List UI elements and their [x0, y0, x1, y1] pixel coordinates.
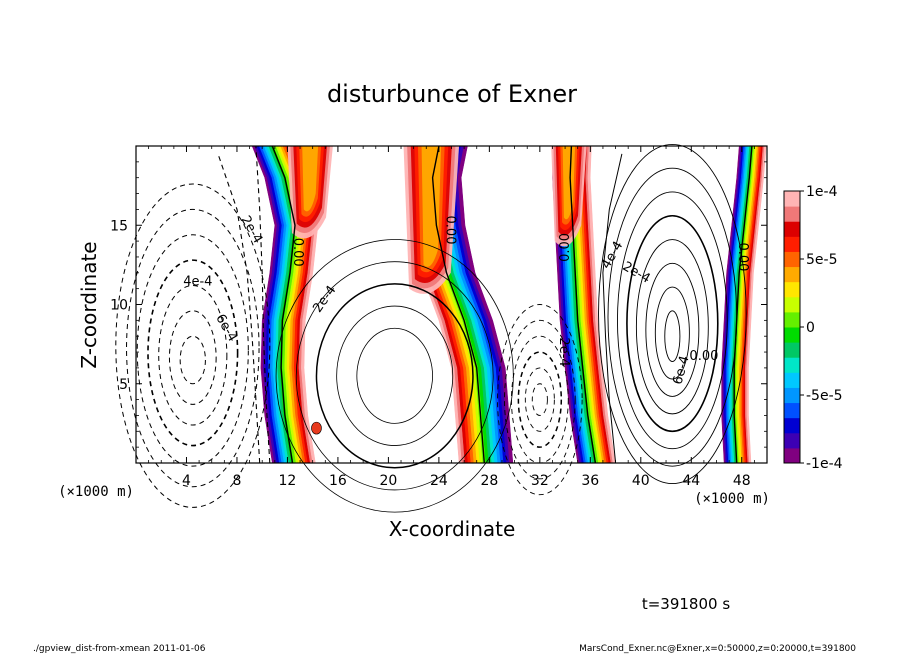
contour-line-negative	[517, 351, 563, 448]
contour-line-positive	[598, 143, 747, 485]
contour-line-negative	[524, 367, 555, 432]
contour-line-positive	[602, 153, 623, 464]
contour-label: 2e-4	[556, 337, 571, 366]
footer-right: MarsCond_Exner.nc@Exner,x=0:50000,z=0:20…	[579, 644, 856, 654]
contour-line-negative	[255, 145, 271, 464]
contour-line-negative	[497, 304, 583, 496]
contour-line-positive	[315, 283, 474, 469]
colorbar-tick-label: 1e-4	[806, 184, 838, 200]
x-tick-label: 4	[182, 473, 191, 489]
contour-line-positive	[645, 262, 700, 397]
color-blob	[311, 421, 322, 435]
contour-label: 0.00	[735, 242, 750, 271]
contour-line-positive	[356, 327, 433, 424]
x-tick-label: 32	[531, 473, 549, 489]
time-label: t=391800 s	[642, 595, 730, 613]
contour-labels: 2e-44e-46e-42e-40.000.000.00 0.002e-44e-4…	[183, 213, 750, 386]
contour-line-zero	[733, 145, 753, 464]
x-axis-label: X-coordinate	[389, 517, 516, 541]
chart-title: disturbunce of Exner	[327, 80, 577, 108]
contour-line-positive	[336, 305, 454, 446]
colorbar: 1e-4 5e-5 0 -5e-5 -1e-4	[783, 184, 843, 472]
y-tick-label: 15	[110, 218, 128, 234]
contour-line-negative	[217, 153, 261, 464]
contour-lines	[115, 143, 753, 513]
contour-line-negative	[168, 310, 217, 405]
colorbar-swatch	[784, 372, 800, 388]
x-tick-label: 16	[329, 473, 347, 489]
colorbar-swatch	[784, 447, 800, 464]
colorbar-swatch	[784, 266, 800, 283]
x-tick-label: 20	[379, 473, 397, 489]
colorbar-swatch	[784, 417, 800, 434]
contour-label: 0.00	[442, 216, 457, 245]
contour-line-zero	[569, 145, 597, 464]
colorbar-swatch	[784, 206, 800, 222]
y-unit-label: (×1000 m)	[58, 484, 134, 500]
y-tick-label: 5	[119, 377, 128, 393]
contour-line-negative	[136, 234, 249, 467]
colorbar-swatch	[784, 221, 800, 237]
colorbar-swatch	[784, 236, 800, 252]
colorbar-swatch	[784, 251, 800, 268]
contour-label: 4e-4	[183, 274, 212, 289]
contour-label: 0.00	[558, 233, 573, 262]
colorbar-swatch	[784, 357, 800, 373]
footer-left: ./gpview_dist-from-xmean 2011-01-06	[33, 644, 206, 654]
contour-line-negative	[158, 284, 228, 426]
contour-line-negative	[126, 208, 260, 488]
colorbar-tick-label: -5e-5	[806, 388, 843, 404]
colorbar-swatch	[784, 281, 800, 298]
contour-label: 0.00	[290, 238, 305, 267]
colorbar-swatch	[784, 327, 800, 343]
colorbar-tick-label: 0	[806, 320, 815, 336]
x-tick-label: 48	[733, 473, 751, 489]
contour-line-positive	[626, 214, 719, 433]
contour-label: 0.00	[689, 349, 718, 364]
colorbar-swatch	[784, 296, 800, 313]
contour-line-positive	[617, 191, 728, 450]
colorbar-swatch	[784, 387, 800, 404]
x-tick-label: 12	[279, 473, 297, 489]
x-unit-label: (×1000 m)	[694, 491, 770, 507]
y-axis-ticks: 5 10 15	[110, 161, 767, 448]
color-plume	[421, 146, 442, 267]
colorbar-swatch	[784, 402, 800, 419]
contour-line-negative	[179, 335, 206, 385]
x-tick-label: 36	[581, 473, 599, 489]
y-tick-label: 10	[110, 298, 128, 314]
y-axis-label: Z-coordinate	[77, 241, 101, 368]
color-plume	[302, 146, 319, 212]
contour-line-zero	[271, 145, 296, 464]
colorbar-swatch	[784, 432, 800, 449]
colorbar-swatch	[784, 191, 800, 207]
x-tick-label: 44	[682, 473, 700, 489]
contour-line-negative	[115, 183, 271, 508]
x-axis-ticks: 4 8 12 16 20 24 28 32 36 40 44 48	[148, 146, 755, 489]
x-tick-label: 40	[632, 473, 650, 489]
contour-line-positive	[664, 310, 681, 363]
colorbar-swatch	[784, 311, 800, 328]
contour-line-positive	[635, 239, 709, 415]
contour-line-negative	[147, 259, 239, 447]
colorbar-tick-label: 5e-5	[806, 252, 837, 268]
plot-area: 2e-44e-46e-42e-40.000.000.00 0.002e-44e-4…	[110, 143, 768, 513]
contour-line-negative	[504, 319, 576, 480]
contour-line-positive	[654, 286, 690, 380]
contour-label: 6e-4	[671, 354, 693, 386]
x-tick-label: 24	[430, 473, 448, 489]
contour-line-positive	[295, 261, 494, 491]
contour-line-negative	[531, 383, 548, 416]
contour-line-zero	[431, 145, 485, 464]
x-tick-label: 28	[480, 473, 498, 489]
x-tick-label: 8	[232, 473, 241, 489]
colorbar-tick-label: -1e-4	[806, 456, 843, 472]
colorbar-swatch	[784, 342, 800, 358]
